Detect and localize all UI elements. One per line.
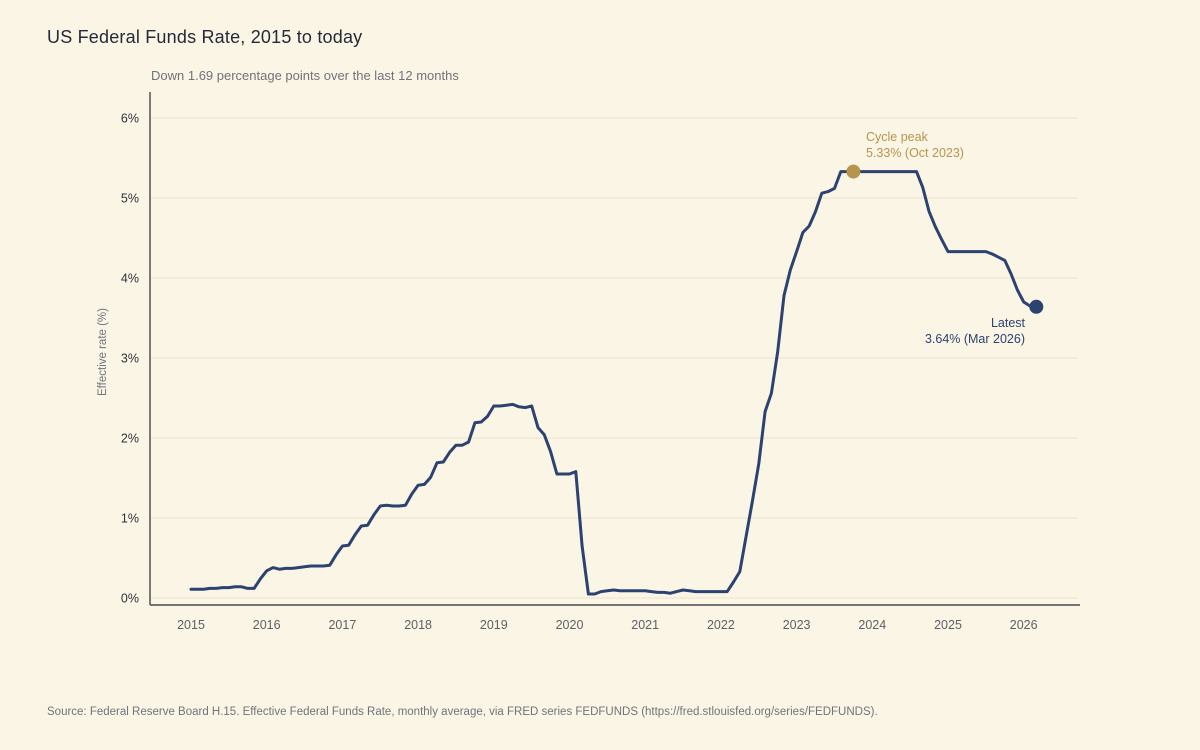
rate-line	[189, 170, 1038, 596]
x-tick-label: 2025	[934, 618, 962, 632]
x-tick-label: 2024	[858, 618, 886, 632]
cycle-peak-label: Cycle peak	[866, 130, 928, 144]
y-tick-label: 4%	[121, 272, 139, 286]
page-title: US Federal Funds Rate, 2015 to today	[47, 27, 363, 47]
y-tick-label: 1%	[121, 512, 139, 526]
latest-value: 3.64% (Mar 2026)	[924, 331, 1025, 346]
cycle-peak-value: 5.33% (Oct 2023)	[866, 146, 964, 160]
x-tick-label: 2019	[480, 618, 508, 632]
y-tick-label: 3%	[121, 352, 139, 366]
y-tick-label: 6%	[121, 112, 139, 126]
latest-annotation: Latest 3.64% (Mar 2026)	[825, 316, 1025, 347]
x-tick-label: 2021	[631, 618, 659, 632]
latest-label: Latest	[990, 316, 1025, 330]
x-tick-label: 2023	[783, 618, 811, 632]
y-tick-label: 2%	[121, 432, 139, 446]
x-tick-label: 2022	[707, 618, 735, 632]
y-tick-label: 5%	[121, 192, 139, 206]
y-axis-title: Effective rate (%)	[97, 308, 109, 396]
x-tick-label: 2018	[404, 618, 432, 632]
latest-dot	[1029, 299, 1044, 314]
chart-subtitle: Down 1.69 percentage points over the las…	[151, 68, 459, 83]
source-credit: Source: Federal Reserve Board H.15. Effe…	[47, 706, 878, 718]
y-tick-label: 0%	[121, 592, 139, 606]
x-tick-label: 2017	[328, 618, 356, 632]
x-tick-label: 2026	[1010, 618, 1038, 632]
x-tick-label: 2020	[556, 618, 584, 632]
x-tick-label: 2016	[253, 618, 281, 632]
x-tick-label: 2015	[177, 618, 205, 632]
cycle-peak-dot	[846, 164, 861, 179]
cycle-peak-annotation: Cycle peak 5.33% (Oct 2023)	[866, 129, 964, 161]
